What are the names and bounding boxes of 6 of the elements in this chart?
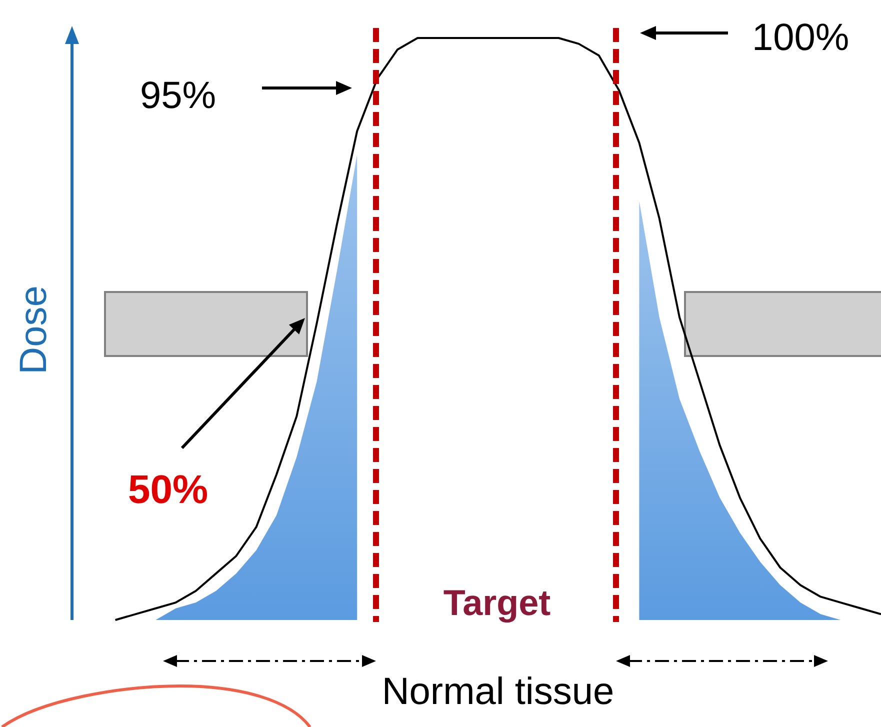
annotation: 100%: [752, 17, 850, 59]
y-axis-title: Dose: [13, 286, 55, 374]
annotation: 95%: [140, 75, 216, 117]
annotation: Target: [443, 582, 551, 623]
x-axis-title: Normal tissue: [382, 671, 614, 713]
annotation: 50%: [128, 468, 208, 512]
